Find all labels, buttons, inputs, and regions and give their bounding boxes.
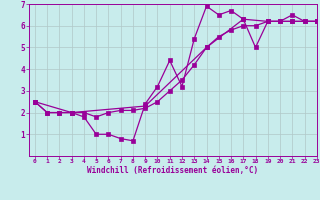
X-axis label: Windchill (Refroidissement éolien,°C): Windchill (Refroidissement éolien,°C): [87, 166, 258, 175]
